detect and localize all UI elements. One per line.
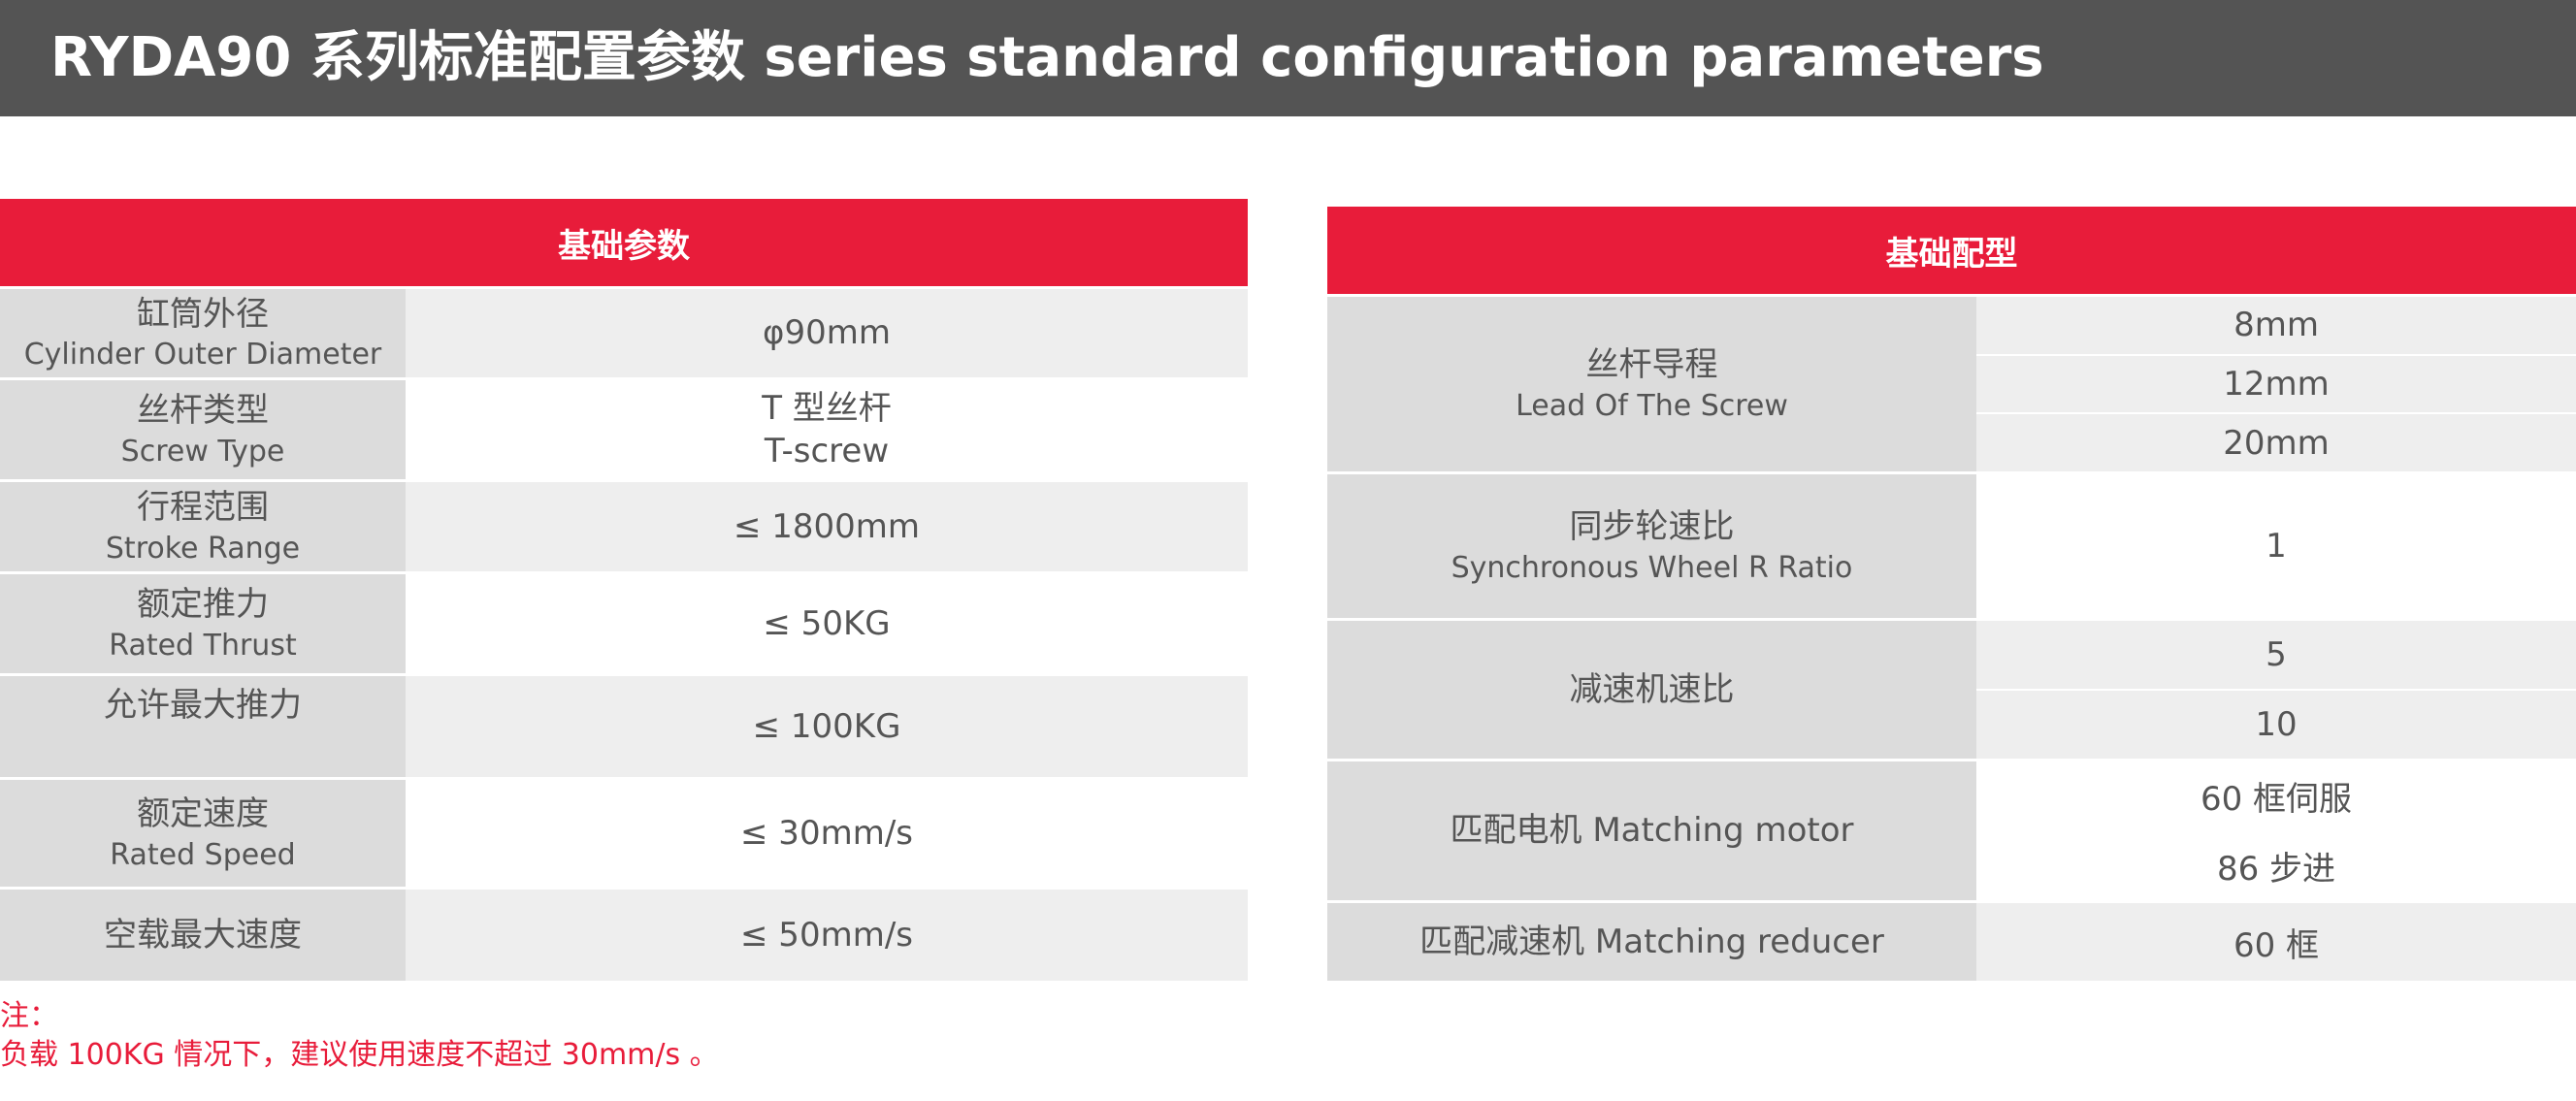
label-zh: 缸筒外径 <box>137 294 269 334</box>
value-text: φ90mm <box>763 313 891 353</box>
value-text-en: T-screw <box>764 432 890 470</box>
label-zh: 丝杆导程 <box>1585 345 1718 385</box>
row-value: ≤ 30mm/s <box>406 780 1248 887</box>
value-text: ≤ 50KG <box>763 603 891 643</box>
row-label: 空载最大速度 <box>0 890 406 981</box>
note-label: 注： <box>0 999 58 1033</box>
value-cell: 12mm <box>1976 353 2576 413</box>
label-zh: 丝杆类型 <box>137 391 269 431</box>
row-value: ≤ 50mm/s <box>406 890 1248 981</box>
page-title: RYDA90 系列标准配置参数 series standard configur… <box>0 0 2576 116</box>
row-label: 匹配减速机 Matching reducer <box>1327 903 1976 981</box>
table-header: 基础配型 <box>1327 207 2576 294</box>
table-row: 匹配电机 Matching motor 60 框伺服 86 步进 <box>1327 759 2576 900</box>
label-zh: 额定速度 <box>137 794 269 834</box>
table-row: 空载最大速度 ≤ 50mm/s <box>0 887 1248 981</box>
label-zh: 行程范围 <box>137 488 269 528</box>
row-value: ≤ 100KG <box>406 676 1248 777</box>
value-text: ≤ 100KG <box>752 706 901 746</box>
value-cell: 1 <box>1976 474 2576 618</box>
table-row: 匹配减速机 Matching reducer 60 框 <box>1327 900 2576 981</box>
value-text: T 型丝杆 <box>762 388 892 428</box>
row-label: 丝杆类型 Screw Type <box>0 380 406 479</box>
label-zh: 减速机速比 <box>1569 669 1735 709</box>
label-zh: 同步轮速比 <box>1569 507 1735 547</box>
label-en: Lead Of The Screw <box>1516 388 1788 423</box>
label-en: Stroke Range <box>105 531 301 566</box>
label-zh: 额定推力 <box>137 585 269 625</box>
value-text: ≤ 30mm/s <box>740 813 913 853</box>
note-text: 负载 100KG 情况下，建议使用速度不超过 30mm/s 。 <box>0 1038 719 1072</box>
row-label: 额定推力 Rated Thrust <box>0 574 406 673</box>
table-row: 丝杆类型 Screw Type T 型丝杆 T-screw <box>0 377 1248 479</box>
value-cell: 8mm <box>1976 297 2576 354</box>
table-row: 缸筒外径 Cylinder Outer Diameter φ90mm <box>0 286 1248 377</box>
table-row: 同步轮速比 Synchronous Wheel R Ratio 1 <box>1327 471 2576 618</box>
value-cell: 60 框伺服 <box>1976 761 2576 830</box>
value-cell: 86 步进 <box>1976 829 2576 900</box>
value-cell: 20mm <box>1976 412 2576 472</box>
label-zh: 空载最大速度 <box>104 915 302 955</box>
label-en: Rated Thrust <box>109 628 297 663</box>
row-label: 同步轮速比 Synchronous Wheel R Ratio <box>1327 474 1976 618</box>
row-label: 额定速度 Rated Speed <box>0 780 406 887</box>
label-zh: 匹配电机 Matching motor <box>1450 811 1854 851</box>
value-cell: 10 <box>1976 689 2576 759</box>
row-value: T 型丝杆 T-screw <box>406 380 1248 479</box>
value-cell: 60 框 <box>1976 903 2576 981</box>
row-label: 行程范围 Stroke Range <box>0 482 406 571</box>
label-en: Rated Speed <box>110 837 296 872</box>
table-header: 基础参数 <box>0 199 1248 286</box>
row-value: ≤ 1800mm <box>406 482 1248 571</box>
row-value: ≤ 50KG <box>406 574 1248 673</box>
table-row: 额定速度 Rated Speed ≤ 30mm/s <box>0 777 1248 887</box>
row-label: 缸筒外径 Cylinder Outer Diameter <box>0 289 406 377</box>
value-text: ≤ 50mm/s <box>740 915 913 955</box>
basic-parameters-table: 基础参数 缸筒外径 Cylinder Outer Diameter φ90mm 丝杆… <box>0 199 1248 981</box>
label-zh: 允许最大推力 <box>104 686 302 725</box>
row-label: 匹配电机 Matching motor <box>1327 761 1976 900</box>
table-row: 允许最大推力 ≤ 100KG <box>0 673 1248 777</box>
label-en: Screw Type <box>120 434 285 469</box>
label-en: Cylinder Outer Diameter <box>23 338 382 372</box>
label-en: Synchronous Wheel R Ratio <box>1451 550 1853 585</box>
value-text: ≤ 1800mm <box>733 506 921 546</box>
row-label: 丝杆导程 Lead Of The Screw <box>1327 297 1976 471</box>
row-label: 允许最大推力 <box>0 676 406 777</box>
row-value: φ90mm <box>406 289 1248 377</box>
label-zh: 匹配减速机 Matching reducer <box>1419 922 1884 961</box>
table-row: 行程范围 Stroke Range ≤ 1800mm <box>0 479 1248 571</box>
value-cell: 5 <box>1976 621 2576 689</box>
table-row: 丝杆导程 Lead Of The Screw 8mm 12mm 20mm <box>1327 294 2576 472</box>
table-row: 额定推力 Rated Thrust ≤ 50KG <box>0 571 1248 673</box>
row-label: 减速机速比 <box>1327 621 1976 759</box>
basic-configuration-table: 基础配型 丝杆导程 Lead Of The Screw 8mm 12mm 20mm 同… <box>1327 207 2576 981</box>
table-row: 减速机速比 5 10 <box>1327 618 2576 759</box>
